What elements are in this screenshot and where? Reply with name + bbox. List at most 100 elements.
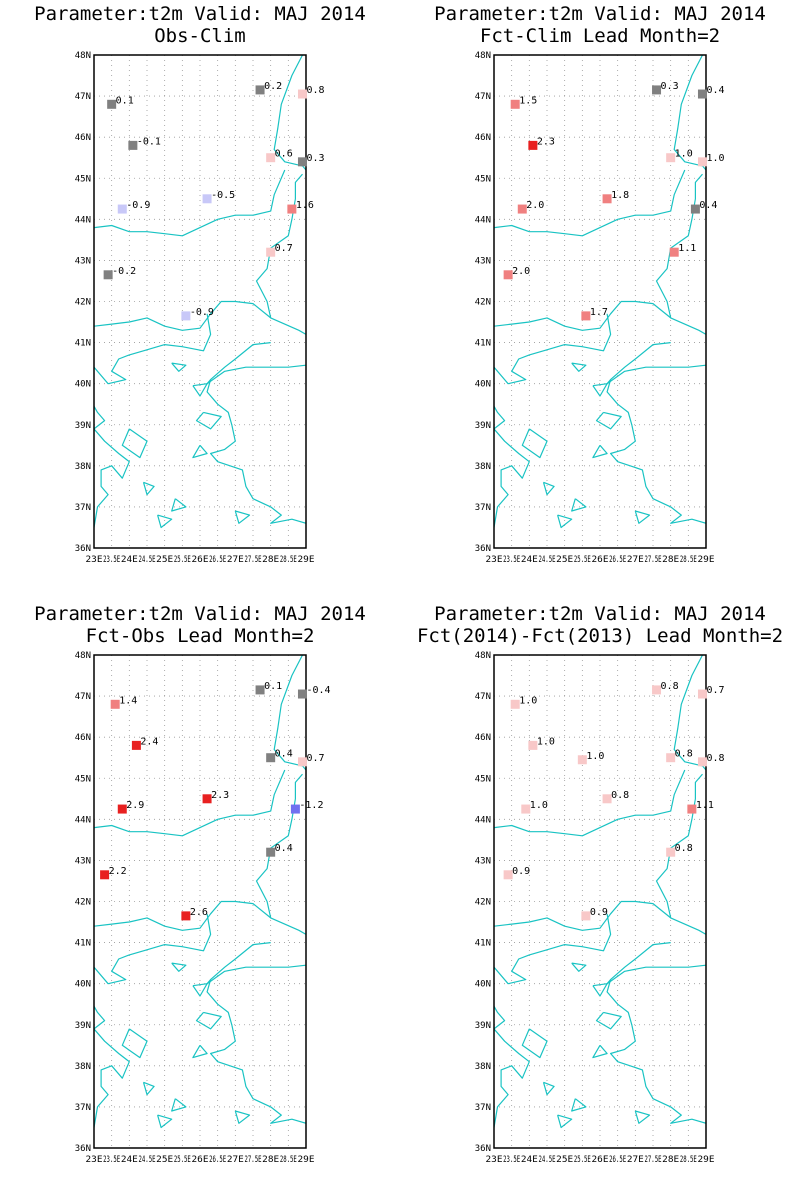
station-marker xyxy=(181,311,191,321)
station-marker xyxy=(652,85,662,95)
map-frame xyxy=(93,654,307,1149)
lat-tick-label: 37N xyxy=(475,503,491,513)
lon-tick-label: 25E xyxy=(156,555,173,565)
station-marker xyxy=(131,740,141,750)
station-value-label: -0.9 xyxy=(126,200,150,211)
coastline xyxy=(255,773,306,935)
lon-tick-label: 26E xyxy=(192,1155,209,1165)
lat-tick-label: 47N xyxy=(75,92,91,102)
station-marker xyxy=(266,847,276,857)
lon-tick-label: 28E xyxy=(662,1155,679,1165)
coastline xyxy=(494,769,686,837)
station-marker xyxy=(266,753,276,763)
coastline xyxy=(571,498,587,512)
lat-tick-label: 42N xyxy=(475,298,491,308)
station-value-label: 0.7 xyxy=(706,685,724,696)
coastline xyxy=(234,510,251,524)
station-value-label: 0.8 xyxy=(675,749,693,760)
coastline xyxy=(655,773,706,935)
station-value-label: -0.9 xyxy=(190,307,214,318)
lon-tick-label: 28.5E xyxy=(680,1155,697,1165)
lon-tick-label: 23E xyxy=(86,555,103,565)
station-marker xyxy=(266,247,276,257)
lon-tick-label: 27.5E xyxy=(645,555,662,565)
panel-fct-obs: Parameter:t2m Valid: MAJ 2014 Fct-Obs Lea… xyxy=(0,600,400,1200)
station-value-label: 0.6 xyxy=(275,149,293,160)
lon-tick-label: 28E xyxy=(262,1155,279,1165)
station-marker xyxy=(297,689,307,699)
coastline xyxy=(606,342,706,385)
station-marker xyxy=(581,911,591,921)
station-value-label: 0.3 xyxy=(306,153,324,164)
coastline xyxy=(157,514,173,529)
station-value-label: 2.2 xyxy=(109,866,127,877)
coastline xyxy=(512,1173,611,1181)
lat-tick-label: 43N xyxy=(475,256,491,266)
panel-subtitle: Fct-Obs Lead Month=2 xyxy=(86,625,315,647)
lon-tick-label: 29E xyxy=(698,555,715,565)
station-marker xyxy=(503,870,513,880)
panel-subtitle: Fct-Clim Lead Month=2 xyxy=(480,25,720,47)
station-marker xyxy=(287,204,297,214)
lon-tick-label: 29E xyxy=(298,555,315,565)
panel-title: Parameter:t2m Valid: MAJ 2014 xyxy=(34,3,366,25)
lon-tick-label: 28E xyxy=(262,555,279,565)
coastline xyxy=(571,1098,587,1112)
station-marker xyxy=(690,204,700,214)
station-value-label: 1.0 xyxy=(537,736,555,747)
coastline xyxy=(595,411,622,430)
station-marker xyxy=(202,794,212,804)
lat-tick-label: 37N xyxy=(75,503,91,513)
coastline xyxy=(142,481,155,496)
station-marker xyxy=(181,911,191,921)
station-marker xyxy=(266,153,276,163)
lon-tick-label: 27E xyxy=(227,555,244,565)
lon-tick-label: 25.5E xyxy=(574,555,591,565)
lon-tick-label: 26E xyxy=(592,555,609,565)
station-value-label: 1.5 xyxy=(519,95,537,106)
lon-tick-label: 28E xyxy=(662,555,679,565)
station-marker xyxy=(652,685,662,695)
station-value-label: 2.6 xyxy=(190,907,208,918)
lat-tick-label: 38N xyxy=(475,1062,491,1072)
lat-tick-label: 45N xyxy=(75,774,91,784)
lat-tick-label: 43N xyxy=(75,856,91,866)
station-marker xyxy=(697,89,707,99)
lon-tick-label: 24.5E xyxy=(539,1155,556,1165)
lat-tick-label: 44N xyxy=(75,815,91,825)
lat-tick-label: 42N xyxy=(75,898,91,908)
coastline xyxy=(595,1011,622,1030)
coastline xyxy=(206,942,306,985)
coastlines xyxy=(494,55,706,581)
lat-tick-label: 39N xyxy=(75,421,91,431)
station-value-label: -0.1 xyxy=(137,136,161,147)
coastline xyxy=(494,300,672,331)
station-value-label: -0.2 xyxy=(112,266,136,277)
lat-tick-label: 46N xyxy=(75,133,91,143)
map-svg: Parameter:t2m Valid: MAJ 2014Fct(2014)-F… xyxy=(417,603,783,1181)
station-value-label: -1.2 xyxy=(299,800,323,811)
lat-tick-label: 39N xyxy=(75,1021,91,1031)
lon-tick-label: 28.5E xyxy=(680,555,697,565)
lon-tick-label: 26.5E xyxy=(209,555,226,565)
station-marker xyxy=(666,153,676,163)
coastline xyxy=(192,444,208,459)
lat-tick-label: 36N xyxy=(475,1144,491,1154)
lat-tick-label: 43N xyxy=(475,856,491,866)
coastline xyxy=(142,1081,155,1096)
panel-subtitle: Obs-Clim xyxy=(154,25,246,47)
station-marker xyxy=(602,194,612,204)
grid-lines xyxy=(93,54,307,549)
station-value-label: 0.9 xyxy=(590,907,608,918)
lat-tick-label: 42N xyxy=(75,298,91,308)
coastline xyxy=(195,1011,222,1030)
lon-tick-label: 24.5E xyxy=(539,555,556,565)
station-value-label: 2.3 xyxy=(211,790,229,801)
station-marker xyxy=(666,847,676,857)
lat-tick-label: 36N xyxy=(475,544,491,554)
coastline xyxy=(512,573,611,581)
lon-tick-label: 24.5E xyxy=(139,555,156,565)
coastline xyxy=(606,379,706,524)
lon-tick-label: 23.5E xyxy=(103,555,120,565)
